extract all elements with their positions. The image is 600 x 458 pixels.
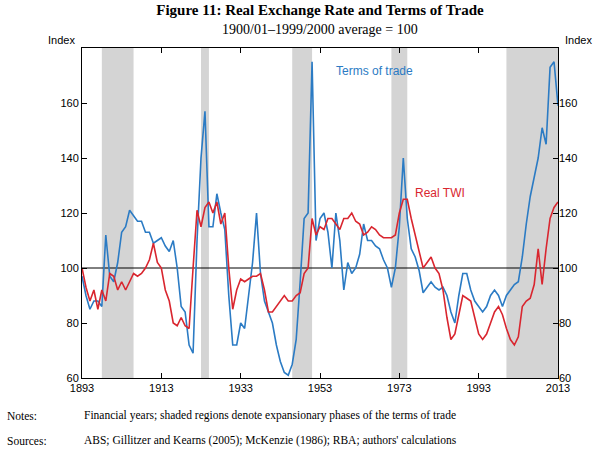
svg-text:60: 60 xyxy=(559,372,571,384)
svg-text:2013: 2013 xyxy=(546,382,570,394)
svg-text:1973: 1973 xyxy=(387,382,411,394)
svg-text:120: 120 xyxy=(559,207,577,219)
svg-text:1900/01–1999/2000 average = 10: 1900/01–1999/2000 average = 100 xyxy=(222,22,418,37)
svg-text:Figure 11: Real Exchange Rate: Figure 11: Real Exchange Rate and Terms … xyxy=(156,2,484,18)
svg-text:140: 140 xyxy=(559,152,577,164)
svg-text:Terms of trade: Terms of trade xyxy=(336,64,413,78)
svg-text:100: 100 xyxy=(559,262,577,274)
svg-text:Index: Index xyxy=(48,34,75,46)
svg-text:ABS; Gillitzer and Kearns (200: ABS; Gillitzer and Kearns (2005); McKenz… xyxy=(84,434,457,447)
svg-text:80: 80 xyxy=(559,317,571,329)
svg-text:1893: 1893 xyxy=(70,382,94,394)
svg-text:Financial years; shaded region: Financial years; shaded regions denote e… xyxy=(84,409,456,422)
svg-text:100: 100 xyxy=(60,262,78,274)
svg-text:160: 160 xyxy=(559,97,577,109)
svg-text:140: 140 xyxy=(60,152,78,164)
svg-text:1933: 1933 xyxy=(228,382,252,394)
svg-text:60: 60 xyxy=(67,372,79,384)
svg-text:80: 80 xyxy=(67,317,79,329)
svg-text:Real TWI: Real TWI xyxy=(415,186,465,200)
svg-text:Index: Index xyxy=(565,34,592,46)
svg-text:1993: 1993 xyxy=(466,382,490,394)
svg-text:160: 160 xyxy=(60,97,78,109)
svg-text:120: 120 xyxy=(60,207,78,219)
svg-text:Notes:: Notes: xyxy=(7,410,37,422)
svg-text:1913: 1913 xyxy=(149,382,173,394)
svg-text:Sources:: Sources: xyxy=(7,435,47,447)
svg-text:1953: 1953 xyxy=(308,382,332,394)
